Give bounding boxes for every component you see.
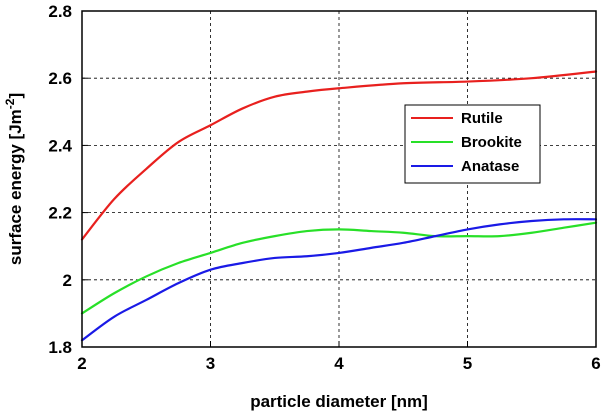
x-tick-label: 5 (463, 354, 472, 373)
y-tick-labels: 1.8 2 2.2 2.4 2.6 2.8 (48, 2, 88, 357)
y-tick-label: 2 (63, 271, 72, 290)
series-line-brookite (80, 221, 598, 315)
series-line-rutile (80, 70, 598, 241)
x-tick-label: 2 (77, 354, 86, 373)
y-axis-title: surface energy [Jm-2] (3, 93, 25, 265)
y-axis-title-superscript: -2 (3, 98, 17, 109)
y-axis-title-close: ] (6, 93, 25, 99)
x-axis-title: particle diameter [nm] (250, 392, 428, 411)
legend-label: Anatase (461, 158, 519, 175)
series-lines (80, 70, 598, 342)
x-tick-label: 3 (206, 354, 215, 373)
y-tick-label: 2.2 (48, 204, 72, 223)
series-line-anatase (80, 218, 598, 342)
legend-label: Rutile (461, 110, 503, 127)
y-tick-label: 2.4 (48, 136, 72, 155)
legend-label: Brookite (461, 134, 522, 151)
y-tick-label: 1.8 (48, 338, 72, 357)
x-tick-label: 6 (591, 354, 600, 373)
y-tick-label: 2.6 (48, 69, 72, 88)
y-axis-title-main: surface energy [Jm (6, 109, 25, 265)
x-tick-labels: 2 3 4 5 6 (77, 341, 601, 373)
legend: Rutile Brookite Anatase (404, 104, 541, 184)
x-tick-label: 4 (334, 354, 344, 373)
y-tick-label: 2.8 (48, 2, 72, 21)
